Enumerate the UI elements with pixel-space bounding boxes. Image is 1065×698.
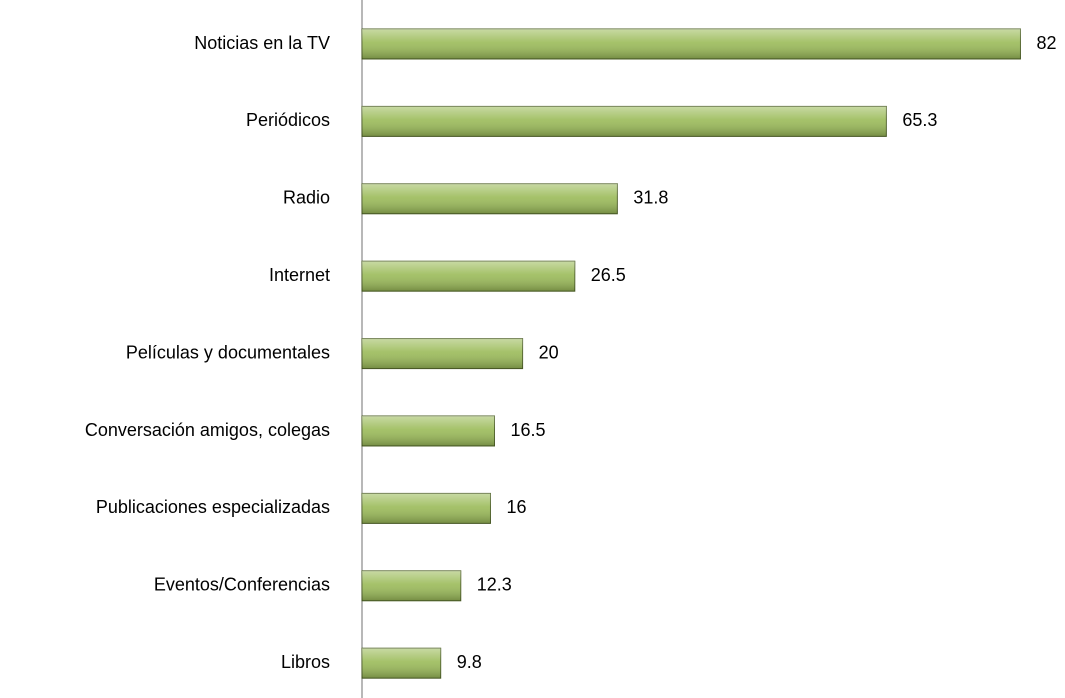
bar-shine: [362, 261, 575, 292]
category-label: Publicaciones especializadas: [96, 497, 330, 517]
value-label: 16.5: [510, 420, 545, 440]
category-label: Películas y documentales: [126, 342, 330, 362]
category-label: Eventos/Conferencias: [154, 575, 330, 595]
bar-shine: [362, 338, 523, 369]
value-label: 31.8: [633, 188, 668, 208]
category-label: Internet: [269, 265, 330, 285]
bar-shine: [362, 416, 495, 446]
bar-shine: [362, 183, 618, 214]
category-label: Radio: [283, 188, 330, 208]
bar-shine: [362, 106, 887, 137]
bar-shine: [362, 648, 441, 679]
value-label: 16: [506, 497, 526, 517]
value-label: 26.5: [591, 265, 626, 285]
bar-shine: [362, 570, 461, 601]
category-label: Libros: [281, 652, 330, 672]
value-label: 82: [1036, 33, 1056, 53]
bar-shine: [362, 493, 491, 524]
category-label: Periódicos: [246, 110, 330, 130]
category-label: Conversación amigos, colegas: [85, 420, 330, 440]
value-label: 65.3: [902, 110, 937, 130]
bar-shine: [362, 29, 1021, 59]
value-label: 9.8: [457, 652, 482, 672]
category-label: Noticias en la TV: [194, 33, 330, 53]
value-label: 12.3: [477, 575, 512, 595]
value-label: 20: [539, 342, 559, 362]
